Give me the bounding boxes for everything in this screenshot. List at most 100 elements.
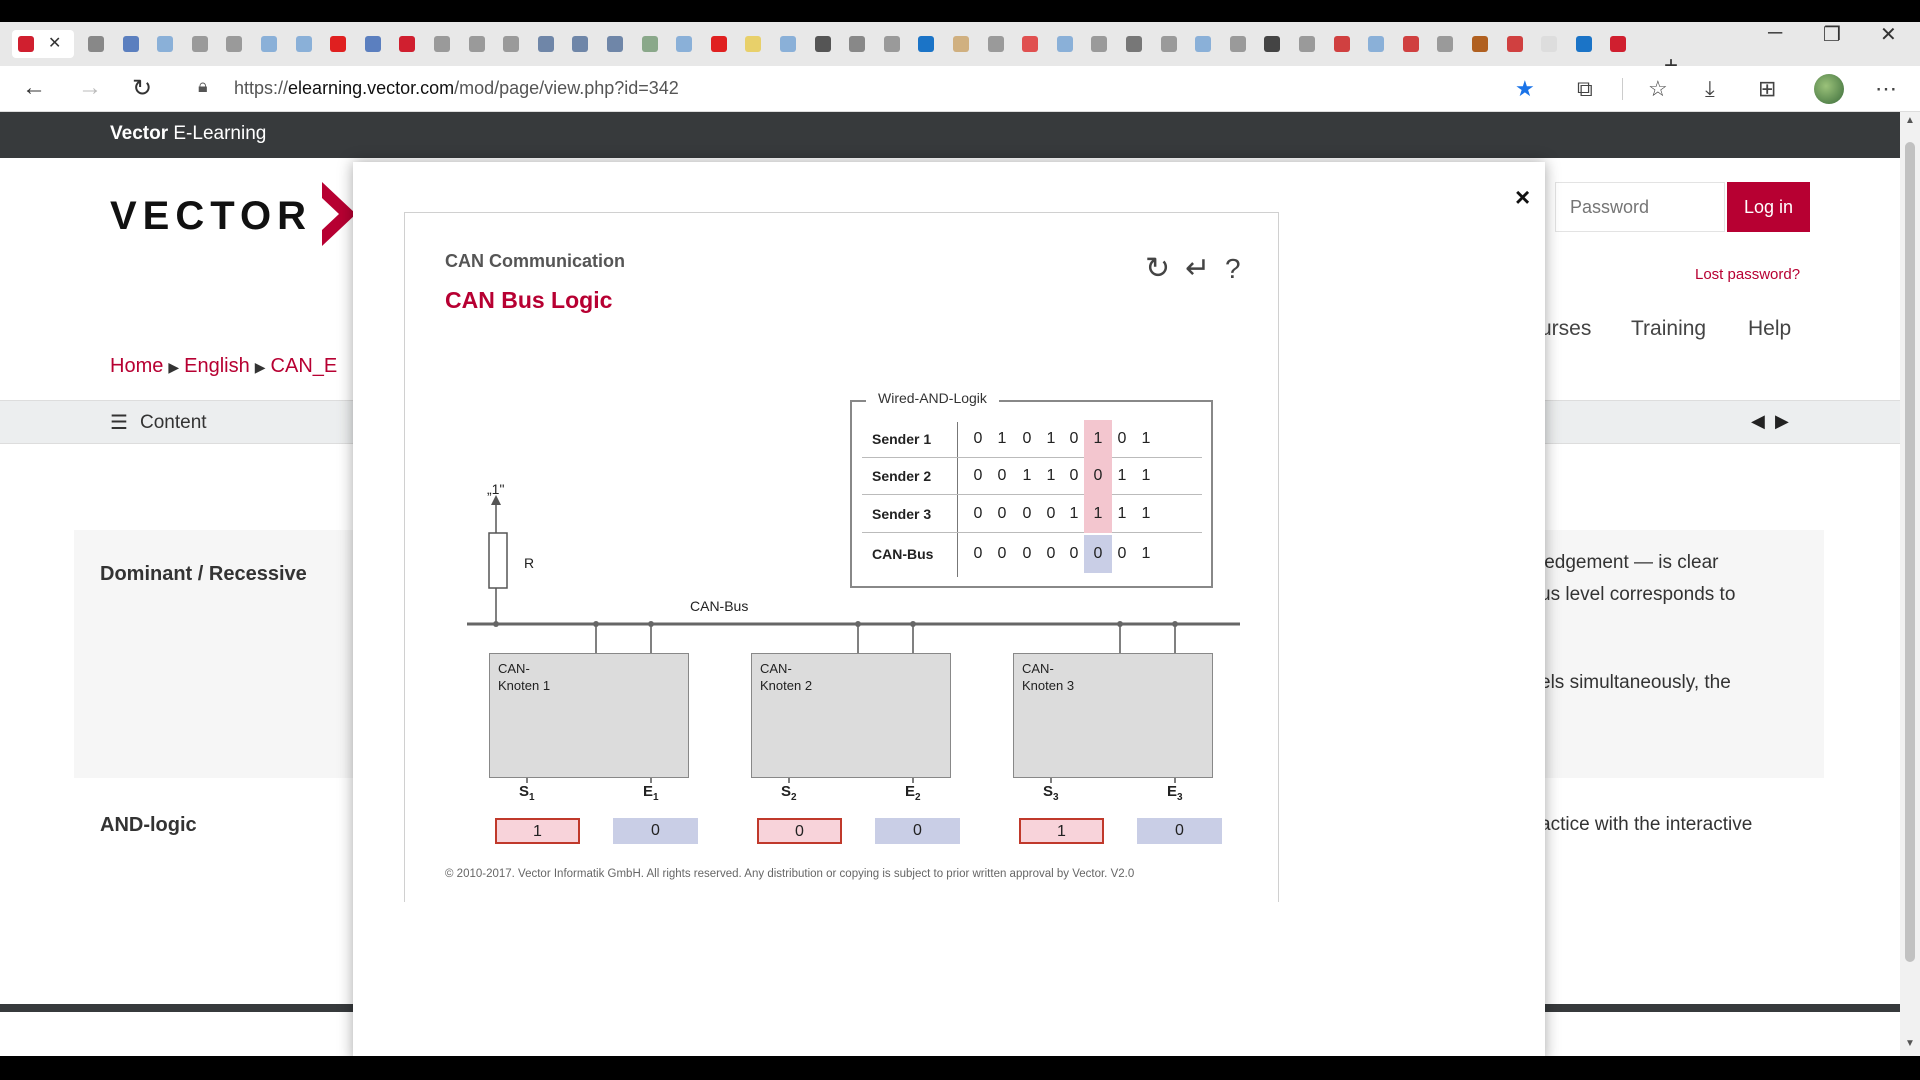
scroll-thumb[interactable] bbox=[1905, 142, 1915, 962]
collections-icon[interactable]: ⊞ bbox=[1758, 76, 1777, 101]
browser-tab[interactable] bbox=[1604, 30, 1632, 58]
can-node-3: CAN- Knoten 3 bbox=[1013, 653, 1213, 778]
browser-tab[interactable] bbox=[1535, 30, 1563, 58]
browser-tab[interactable] bbox=[705, 30, 733, 58]
favicon-icon bbox=[1333, 36, 1350, 52]
close-icon[interactable]: × bbox=[1515, 182, 1531, 212]
bit-cell: 0 bbox=[1046, 545, 1056, 562]
lock-icon[interactable]: 🔒︎ bbox=[198, 76, 208, 96]
address-bar[interactable]: https://elearning.vector.com/mod/page/vi… bbox=[234, 78, 679, 98]
browser-tab[interactable] bbox=[1397, 30, 1425, 58]
enter-icon[interactable]: ↵ bbox=[1185, 252, 1211, 285]
reload-icon[interactable]: ↻ bbox=[132, 75, 153, 102]
browser-tab[interactable] bbox=[290, 30, 318, 58]
browser-tab[interactable] bbox=[255, 30, 283, 58]
nav-training[interactable]: Training bbox=[1631, 317, 1707, 340]
browser-tab[interactable] bbox=[1362, 30, 1390, 58]
browser-tab[interactable] bbox=[463, 30, 491, 58]
browser-tab[interactable] bbox=[428, 30, 456, 58]
password-input[interactable] bbox=[1555, 182, 1725, 232]
browser-tab[interactable] bbox=[151, 30, 179, 58]
browser-tab[interactable] bbox=[1431, 30, 1459, 58]
forward-arrow-icon[interactable]: → bbox=[78, 74, 102, 101]
receiver-label: E2 bbox=[905, 783, 921, 803]
next-page-button[interactable]: ▶ bbox=[1775, 411, 1789, 431]
restore-icon[interactable]: ❐ bbox=[1823, 24, 1841, 46]
browser-toolbar: ← → ↻ 🔒︎ https://elearning.vector.com/mo… bbox=[0, 66, 1920, 112]
bus-junction bbox=[593, 621, 599, 627]
browser-tab[interactable] bbox=[947, 30, 975, 58]
receiver-value: 0 bbox=[1137, 818, 1222, 844]
browser-tab[interactable] bbox=[1016, 30, 1044, 58]
browser-tab[interactable] bbox=[878, 30, 906, 58]
browser-tab[interactable] bbox=[1224, 30, 1252, 58]
bus-junction bbox=[493, 621, 499, 627]
sender-value-toggle[interactable]: 1 bbox=[1019, 818, 1104, 844]
browser-tab[interactable] bbox=[1293, 30, 1321, 58]
back-arrow-icon[interactable]: ← bbox=[22, 74, 46, 101]
browser-tab-active[interactable]: ✕ bbox=[12, 30, 74, 58]
bit-cell: 0 bbox=[997, 467, 1007, 484]
profile-avatar[interactable] bbox=[1814, 74, 1844, 104]
browser-tab[interactable] bbox=[1155, 30, 1183, 58]
favicon-icon bbox=[503, 36, 520, 52]
close-window-icon[interactable]: ✕ bbox=[1880, 24, 1897, 46]
browser-tab[interactable] bbox=[393, 30, 421, 58]
browser-tab[interactable] bbox=[1258, 30, 1286, 58]
browser-tab[interactable] bbox=[809, 30, 837, 58]
scroll-down-icon[interactable]: ▼ bbox=[1905, 1038, 1915, 1049]
browser-tab[interactable] bbox=[186, 30, 214, 58]
browser-tab[interactable] bbox=[532, 30, 560, 58]
browser-tab[interactable] bbox=[117, 30, 145, 58]
help-icon[interactable]: ? bbox=[1225, 253, 1241, 284]
browser-tab[interactable] bbox=[1570, 30, 1598, 58]
menu-icon[interactable]: ☰ bbox=[110, 412, 128, 434]
sender-value-toggle[interactable]: 0 bbox=[757, 818, 842, 844]
page-scrollbar[interactable]: ▲ ▼ bbox=[1900, 112, 1920, 1056]
browser-tab[interactable] bbox=[1085, 30, 1113, 58]
browser-tab[interactable] bbox=[982, 30, 1010, 58]
browser-tab[interactable] bbox=[359, 30, 387, 58]
browser-tab[interactable] bbox=[566, 30, 594, 58]
nav-courses[interactable]: urses bbox=[1540, 317, 1592, 340]
breadcrumb-english[interactable]: English bbox=[184, 355, 250, 377]
more-icon[interactable]: ⋯ bbox=[1875, 76, 1897, 101]
favorites-icon[interactable]: ☆ bbox=[1648, 76, 1668, 101]
breadcrumb-course[interactable]: CAN_E bbox=[270, 355, 338, 377]
browser-tab[interactable] bbox=[843, 30, 871, 58]
extension-icon[interactable]: ⧉ bbox=[1577, 76, 1593, 101]
browser-tab[interactable] bbox=[1051, 30, 1079, 58]
lost-password-link[interactable]: Lost password? bbox=[1695, 266, 1801, 283]
login-button[interactable]: Log in bbox=[1727, 182, 1810, 232]
favicon-icon bbox=[710, 36, 727, 52]
browser-tab[interactable] bbox=[82, 30, 110, 58]
browser-tab[interactable] bbox=[601, 30, 629, 58]
site-name[interactable]: Vector E-Learning bbox=[110, 123, 267, 144]
breadcrumb-home[interactable]: Home bbox=[110, 355, 164, 377]
browser-tab[interactable] bbox=[636, 30, 664, 58]
reset-icon[interactable]: ↻ bbox=[1145, 252, 1171, 285]
prev-page-button[interactable]: ◀ bbox=[1751, 411, 1765, 431]
browser-tab[interactable] bbox=[912, 30, 940, 58]
star-icon[interactable]: ★ bbox=[1515, 76, 1535, 101]
browser-tab[interactable] bbox=[220, 30, 248, 58]
browser-tab[interactable] bbox=[1466, 30, 1494, 58]
vector-logo[interactable]: VECTOR bbox=[110, 194, 312, 238]
browser-tab[interactable] bbox=[497, 30, 525, 58]
browser-tab[interactable] bbox=[1328, 30, 1356, 58]
browser-tab[interactable] bbox=[1189, 30, 1217, 58]
scroll-up-icon[interactable]: ▲ bbox=[1905, 115, 1915, 126]
download-icon[interactable]: ⤓ bbox=[1705, 76, 1715, 101]
nav-help[interactable]: Help bbox=[1748, 317, 1792, 340]
content-toggle[interactable]: Content bbox=[140, 412, 207, 433]
browser-tab[interactable] bbox=[774, 30, 802, 58]
minimize-icon[interactable]: ─ bbox=[1768, 22, 1783, 44]
browser-tab[interactable] bbox=[1501, 30, 1529, 58]
sender-value-toggle[interactable]: 1 bbox=[495, 818, 580, 844]
tab-close-icon[interactable]: ✕ bbox=[48, 35, 62, 52]
browser-tab[interactable] bbox=[1120, 30, 1148, 58]
row-label: CAN-Bus bbox=[872, 546, 934, 562]
browser-tab[interactable] bbox=[670, 30, 698, 58]
browser-tab[interactable] bbox=[739, 30, 767, 58]
browser-tab[interactable] bbox=[324, 30, 352, 58]
